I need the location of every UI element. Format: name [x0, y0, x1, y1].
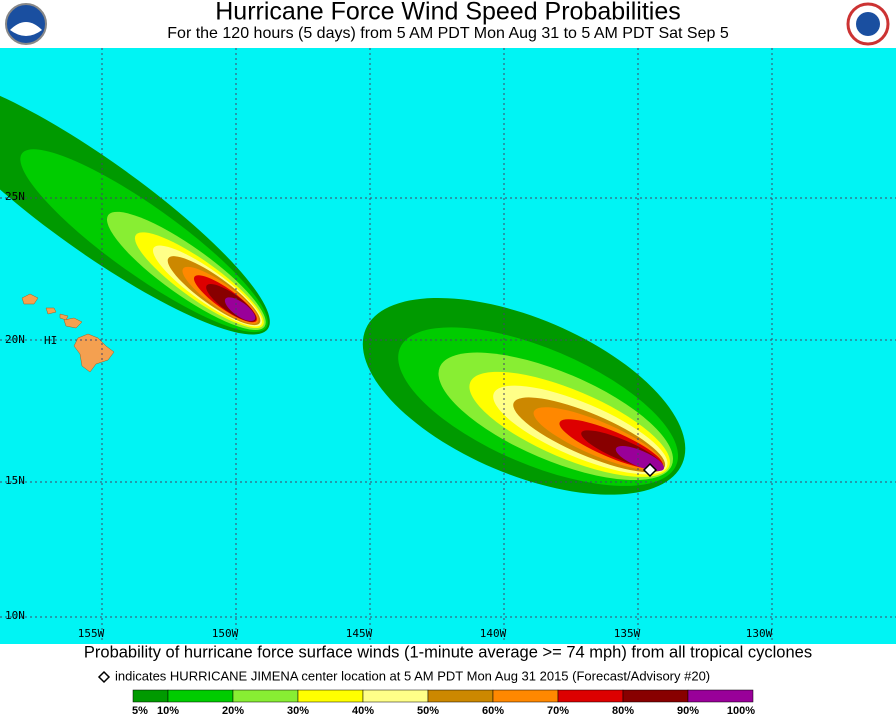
storm-center-marker	[642, 462, 658, 478]
legend-label: 50%	[417, 705, 439, 716]
lat-label: 20N	[5, 333, 25, 346]
lat-label: 15N	[5, 474, 25, 487]
legend-swatch	[622, 689, 689, 703]
legend-label: 70%	[547, 705, 569, 716]
grid	[0, 48, 896, 643]
place-label: HI	[44, 334, 57, 347]
legend: 5% 10% 20% 30% 40% 50% 60% 70% 80% 90% 100%	[132, 689, 755, 716]
caption: Probability of hurricane force surface w…	[84, 643, 812, 661]
legend-swatch	[427, 689, 494, 703]
lon-label: 135W	[614, 627, 641, 640]
lon-label: 145W	[346, 627, 373, 640]
hawaii-islands	[21, 293, 115, 373]
legend-label: 100%	[727, 705, 755, 716]
lon-label: 140W	[480, 627, 507, 640]
legend-swatch	[132, 689, 169, 703]
marker-note: indicates HURRICANE JIMENA center locati…	[115, 668, 710, 683]
lat-label: 10N	[5, 609, 25, 622]
legend-swatch	[687, 689, 754, 703]
swath-2	[362, 297, 686, 495]
legend-swatch	[297, 689, 364, 703]
lon-label: 130W	[746, 627, 773, 640]
prob-area	[224, 297, 256, 322]
marker-key	[97, 670, 111, 684]
legend-label: 10%	[157, 705, 179, 716]
legend-swatch	[167, 689, 234, 703]
legend-label: 20%	[222, 705, 244, 716]
legend-swatch	[232, 689, 299, 703]
legend-label: 80%	[612, 705, 634, 716]
legend-swatch	[362, 689, 429, 703]
subtitle: For the 120 hours (5 days) from 5 AM PDT…	[167, 25, 729, 42]
lon-label: 150W	[212, 627, 239, 640]
nws-logo	[846, 2, 890, 46]
swath-1	[0, 77, 270, 335]
legend-label: 30%	[287, 705, 309, 716]
lon-label: 155W	[78, 627, 105, 640]
legend-label: 5%	[132, 705, 148, 716]
title: Hurricane Force Wind Speed Probabilities	[215, 0, 681, 26]
noaa-logo	[5, 3, 47, 45]
legend-swatch	[492, 689, 559, 703]
lat-label: 25N	[5, 190, 25, 203]
legend-label: 90%	[677, 705, 699, 716]
prob-area	[615, 446, 665, 472]
legend-label: 40%	[352, 705, 374, 716]
legend-label: 60%	[482, 705, 504, 716]
legend-swatch	[557, 689, 624, 703]
